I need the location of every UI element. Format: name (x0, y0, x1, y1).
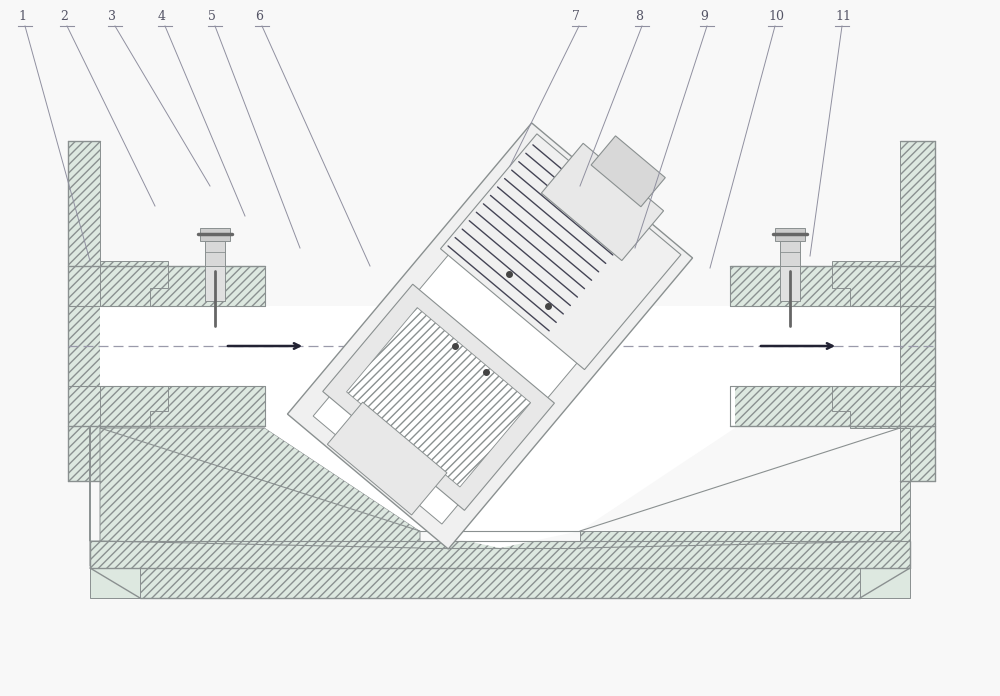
Text: 5: 5 (208, 10, 216, 23)
Polygon shape (347, 308, 531, 487)
Text: 3: 3 (108, 10, 116, 23)
Text: 4: 4 (158, 10, 166, 23)
Text: 8: 8 (635, 10, 643, 23)
Polygon shape (900, 141, 935, 481)
Polygon shape (730, 306, 900, 386)
Polygon shape (440, 134, 681, 370)
Polygon shape (327, 402, 447, 515)
Polygon shape (780, 266, 800, 301)
Polygon shape (68, 141, 100, 481)
Polygon shape (323, 284, 554, 510)
Text: 7: 7 (572, 10, 580, 23)
Polygon shape (287, 123, 693, 549)
Polygon shape (860, 568, 910, 598)
Text: 11: 11 (835, 10, 851, 23)
Polygon shape (775, 228, 805, 241)
Polygon shape (90, 568, 140, 598)
Polygon shape (205, 241, 225, 266)
Polygon shape (730, 386, 900, 426)
Text: 9: 9 (700, 10, 708, 23)
Polygon shape (313, 148, 667, 524)
Polygon shape (730, 266, 900, 306)
Polygon shape (100, 261, 168, 306)
Polygon shape (832, 261, 900, 306)
Text: 1: 1 (18, 10, 26, 23)
Polygon shape (100, 386, 168, 428)
Polygon shape (832, 386, 900, 428)
Polygon shape (100, 386, 265, 426)
Polygon shape (100, 266, 265, 306)
Polygon shape (780, 241, 800, 266)
Polygon shape (140, 568, 860, 598)
Polygon shape (541, 143, 664, 260)
Polygon shape (200, 228, 230, 241)
Text: 10: 10 (768, 10, 784, 23)
Text: 2: 2 (60, 10, 68, 23)
Polygon shape (90, 541, 910, 568)
Polygon shape (100, 306, 265, 386)
Polygon shape (591, 136, 665, 207)
Polygon shape (205, 266, 225, 301)
Polygon shape (265, 306, 735, 548)
Polygon shape (580, 428, 910, 548)
Polygon shape (90, 426, 420, 566)
Text: 6: 6 (255, 10, 263, 23)
